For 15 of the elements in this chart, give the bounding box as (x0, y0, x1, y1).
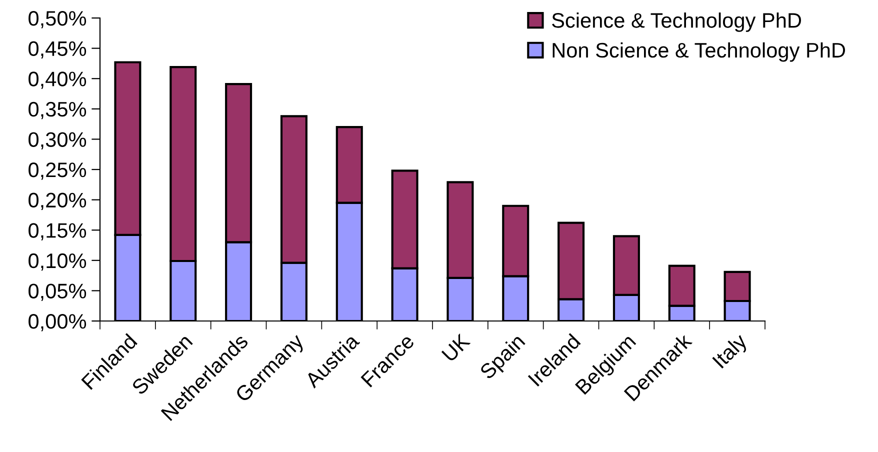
x-tick-label: UK (441, 332, 471, 362)
y-tick-label: 0,25% (28, 162, 86, 180)
y-tick-label: 0,30% (28, 132, 86, 150)
y-tick-label: 0,45% (28, 41, 86, 59)
y-tick-label: 0,00% (28, 314, 86, 332)
y-tick-label: 0,40% (28, 72, 86, 89)
y-tick-label: 0,20% (28, 192, 86, 210)
y-tick-label: 0,10% (28, 253, 86, 271)
y-tick-label: 0,50% (28, 11, 86, 28)
y-tick-label: 0,05% (28, 284, 86, 301)
legend-label: Science & Technology PhD (552, 12, 802, 32)
x-tick-label: Italy (712, 332, 751, 372)
y-tick-label: 0,35% (28, 102, 86, 120)
legend-label: Non Science & Technology PhD (552, 42, 846, 62)
y-tick-label: 0,15% (28, 223, 86, 240)
